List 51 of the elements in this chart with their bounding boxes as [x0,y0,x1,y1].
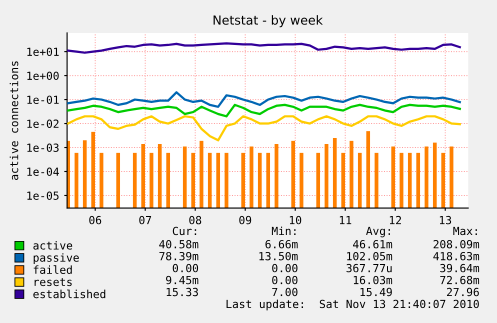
y-tick-label: 1e+01 [27,48,59,56]
text: 72.68m [440,276,480,284]
y-axis-title: active connections [10,61,18,180]
text: 0.00 [272,264,298,272]
x-tick-label: 11 [340,216,352,224]
text: 6.66m [265,240,298,248]
y-tick-label: 1e-04 [27,168,59,176]
text: Max: [453,226,477,236]
line-series [67,115,461,142]
text: 15.33 [166,288,198,296]
line-series [67,91,461,108]
y-tick-label: 1e-03 [27,144,59,152]
text: 40.58m [159,240,198,248]
text: 16.03m [354,276,392,284]
y-tick-label: 1e-01 [27,96,59,104]
x-tick-label: 12 [390,216,401,224]
y-tick-label: 1e-05 [27,191,59,200]
y-tick-label: 1e+00 [27,72,59,80]
x-tick-label: 06 [89,216,102,224]
text: 15.49 [360,288,392,296]
legend-label: passive [34,253,79,264]
text: Avg: [366,226,390,238]
text: 0.00 [172,264,198,272]
y-tick-label: 1e-02 [27,120,59,128]
line-series [67,42,461,54]
text: 27.96 [446,288,479,296]
chart-title: Netstat - by week [214,15,323,28]
x-tick-label: 07 [139,216,152,224]
text: 39.64m [440,264,480,272]
x-tick-label: 09 [239,216,252,224]
x-tick-label: 10 [290,216,302,224]
text: 13.50m [259,252,298,260]
text: Min: [272,226,296,236]
line-series [67,104,461,118]
text: 78.39m [159,252,198,260]
text: 9.45m [166,276,198,284]
text: 102.05m [347,252,392,260]
x-tick-label: 13 [440,216,452,224]
legend-label: active [33,241,72,250]
legend-label: resets [34,278,72,286]
legend-label: established [33,290,106,298]
text: 208.09m [434,240,480,248]
text: Last update: Sat Nov 13 21:40:07 2010 [226,300,479,310]
text: 0.00 [272,276,298,284]
text: 7.00 [272,288,298,296]
text: Cur: [172,226,196,236]
x-tick-label: 08 [189,216,202,224]
text: 418.63m [433,252,480,260]
text: 367.77u [346,264,392,272]
text: 46.61m [353,240,392,248]
legend-label: failed [34,265,72,274]
